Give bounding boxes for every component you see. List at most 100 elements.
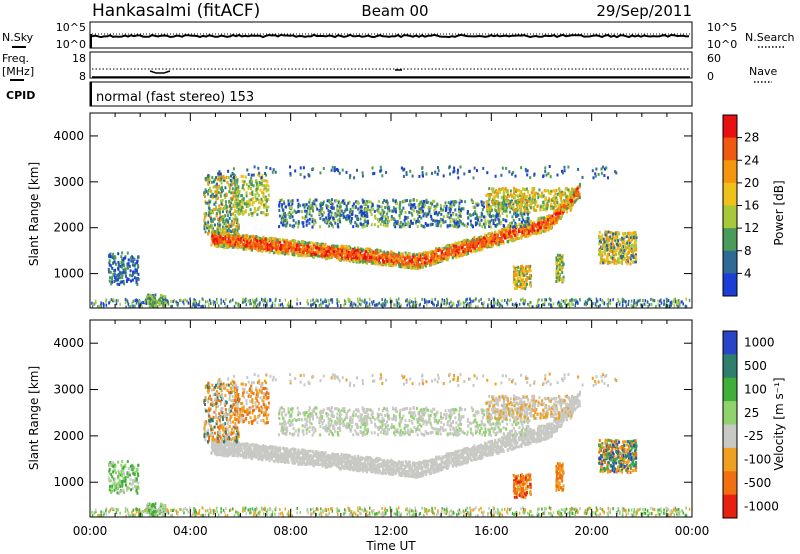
- power-cell: [219, 194, 222, 198]
- power-cell: [425, 223, 428, 227]
- power-cell: [557, 214, 560, 218]
- power-cell: [510, 298, 512, 301]
- power-cell: [230, 183, 233, 187]
- power-cell: [171, 304, 173, 308]
- power-cell: [229, 210, 232, 214]
- power-cell: [513, 233, 516, 237]
- power-cell: [557, 303, 560, 307]
- power-cell: [318, 243, 320, 247]
- power-cell: [449, 204, 452, 208]
- power-cell: [293, 244, 296, 248]
- power-cell: [523, 302, 525, 306]
- power-cell: [488, 237, 491, 241]
- power-cell: [418, 252, 421, 256]
- power-cell: [300, 252, 303, 256]
- power-cell: [374, 262, 377, 266]
- power-cell: [452, 200, 455, 204]
- power-cell: [463, 305, 465, 309]
- power-cell: [663, 303, 665, 306]
- power-cell: [226, 304, 229, 308]
- power-cell: [384, 224, 387, 228]
- power-cell: [518, 202, 521, 206]
- power-cell: [537, 229, 540, 233]
- power-cell: [502, 228, 505, 231]
- power-cell: [526, 220, 529, 224]
- power-cell: [493, 191, 496, 195]
- power-cell: [373, 223, 376, 227]
- power-cell: [528, 211, 531, 215]
- power-cell: [193, 304, 196, 308]
- power-cell: [541, 298, 543, 302]
- power-cell: [454, 253, 457, 257]
- power-cell: [191, 305, 193, 309]
- power-cell: [214, 244, 217, 247]
- power-cell: [381, 258, 384, 262]
- power-cell: [515, 188, 518, 192]
- power-cell: [575, 301, 577, 305]
- power-cell: [423, 212, 426, 216]
- power-cell: [392, 264, 394, 268]
- power-cell: [268, 250, 271, 254]
- power-cell: [392, 209, 395, 213]
- power-cell: [363, 199, 366, 203]
- power-cell: [348, 298, 351, 302]
- power-cell: [369, 297, 371, 301]
- power-cell: [211, 225, 214, 229]
- power-cell: [211, 192, 214, 196]
- power-cell: [526, 203, 528, 207]
- power-cell: [386, 212, 389, 216]
- power-cell: [224, 179, 227, 183]
- power-cell: [572, 191, 575, 195]
- power-cell: [556, 201, 559, 205]
- power-cell: [258, 245, 261, 249]
- power-cell: [486, 211, 489, 215]
- power-cell: [501, 235, 504, 239]
- power-cell: [511, 201, 514, 205]
- power-cell: [242, 212, 245, 215]
- power-cell: [477, 218, 480, 222]
- power-cell: [217, 222, 220, 226]
- power-cell: [521, 234, 524, 238]
- power-cell: [514, 211, 517, 215]
- power-cell: [576, 188, 579, 192]
- power-cell: [481, 301, 483, 305]
- power-cell: [503, 236, 506, 240]
- power-cell: [660, 298, 662, 302]
- power-cell: [449, 223, 452, 227]
- power-cell: [319, 250, 322, 254]
- power-cell: [494, 209, 497, 212]
- power-cell: [430, 256, 433, 260]
- power-cell: [219, 207, 222, 210]
- power-cell: [419, 302, 421, 306]
- power-cell: [499, 214, 501, 218]
- power-cell: [494, 223, 497, 227]
- power-cell: [559, 301, 561, 305]
- power-cell: [500, 205, 503, 209]
- power-cell: [404, 222, 407, 225]
- power-cell: [236, 178, 239, 182]
- power-cell: [506, 232, 509, 236]
- power-cell: [256, 183, 258, 187]
- power-cell: [261, 199, 264, 203]
- power-cell: [410, 203, 413, 207]
- station-title: Hankasalmi (fitACF): [92, 1, 260, 21]
- power-cell: [393, 303, 395, 307]
- power-cell: [488, 197, 491, 201]
- power-cell: [450, 200, 453, 204]
- power-cell: [435, 256, 438, 260]
- power-cell: [424, 211, 427, 215]
- power-cell: [427, 255, 430, 259]
- power-cell: [569, 302, 571, 306]
- power-cell: [394, 220, 397, 224]
- power-cell: [134, 304, 136, 308]
- power-cell: [229, 300, 231, 304]
- power-cell: [370, 255, 373, 259]
- power-cell: [400, 252, 403, 256]
- power-cell: [399, 256, 402, 260]
- power-cell: [321, 203, 324, 207]
- power-cell: [350, 219, 353, 223]
- power-cell: [304, 254, 307, 258]
- power-cell: [254, 196, 257, 200]
- power-cell: [306, 244, 309, 248]
- power-cell: [271, 304, 274, 308]
